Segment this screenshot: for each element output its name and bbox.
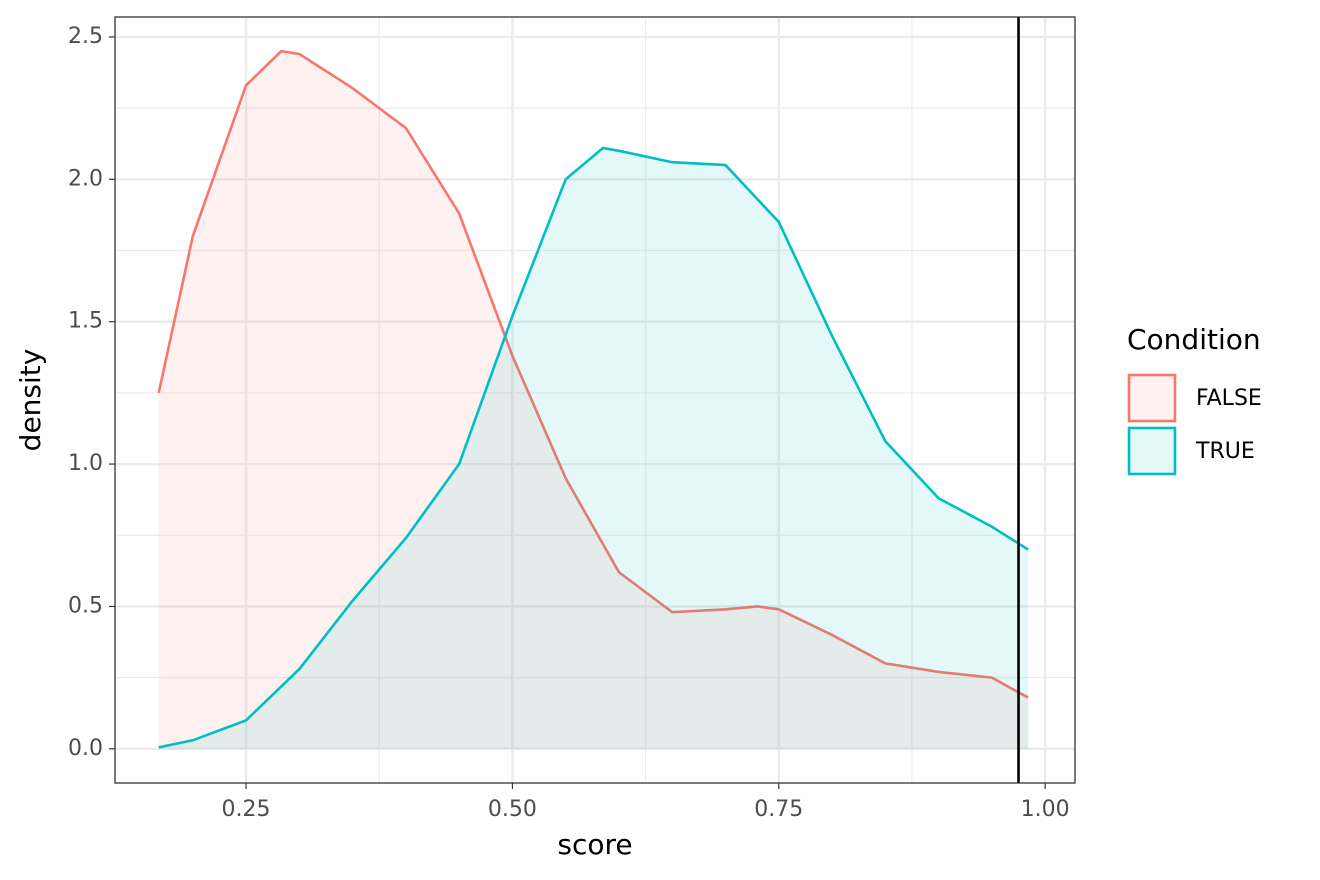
density-area (158, 147, 1029, 749)
y-tick-label: 0.5 (68, 593, 103, 618)
x-tick-label: 1.00 (1021, 797, 1070, 822)
legend-key (1127, 373, 1177, 423)
y-tick-label: 0.0 (68, 736, 103, 761)
legend-label: FALSE (1196, 386, 1262, 411)
y-tick-label: 2.0 (68, 166, 103, 191)
x-axis-title: score (557, 828, 632, 861)
y-axis-title: density (14, 349, 47, 452)
x-tick-label: 0.25 (222, 797, 271, 822)
y-tick-label: 1.5 (68, 309, 103, 334)
legend-key (1127, 426, 1177, 476)
legend-title: Condition (1127, 323, 1261, 356)
x-tick-label: 0.75 (754, 797, 803, 822)
density-line (157, 49, 1029, 699)
legend-label: TRUE (1195, 439, 1255, 464)
x-tick-label: 0.50 (488, 797, 537, 822)
panel-border (114, 16, 1076, 784)
y-tick-label: 1.0 (68, 451, 103, 476)
density-line (158, 146, 1029, 749)
legend-key-bg (1128, 374, 1176, 422)
legend-key-bg (1128, 427, 1176, 475)
y-tick-label: 2.5 (68, 24, 103, 49)
